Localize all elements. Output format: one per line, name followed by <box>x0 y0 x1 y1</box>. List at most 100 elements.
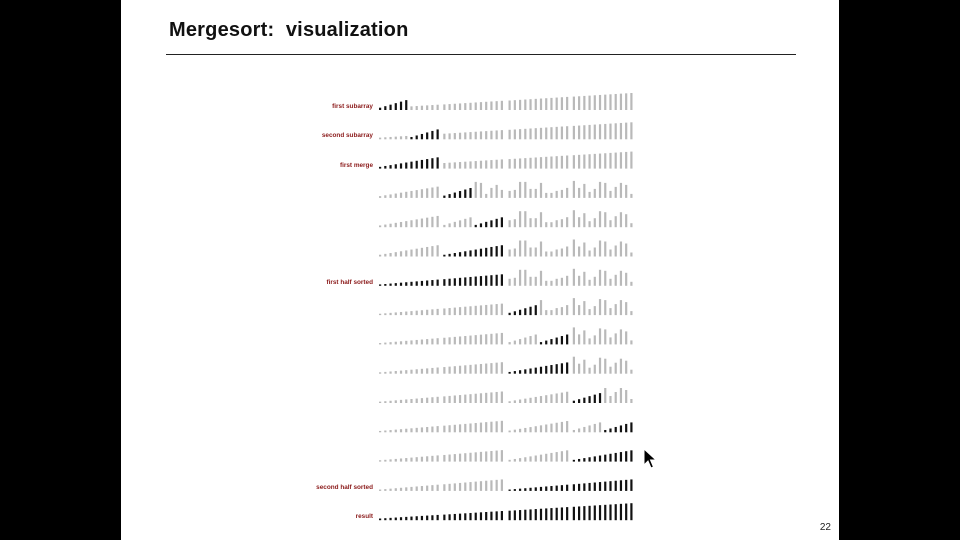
array-bar <box>609 453 612 462</box>
array-bar <box>534 396 537 403</box>
array-bar <box>431 216 434 228</box>
array-bar <box>436 396 439 403</box>
array-bar <box>630 340 633 345</box>
array-bar <box>485 392 488 403</box>
array-bar <box>458 132 462 140</box>
array-bar <box>464 482 467 491</box>
array-bar <box>555 126 558 140</box>
array-bar <box>436 104 439 110</box>
array-bar <box>614 93 617 110</box>
array-bar <box>560 336 564 345</box>
array-bar <box>405 191 408 198</box>
array-bar <box>500 420 503 433</box>
array-bar <box>545 310 548 316</box>
array-bar <box>469 452 472 462</box>
array-bar <box>379 430 382 433</box>
array-bar <box>588 396 591 403</box>
array-bar <box>436 245 439 257</box>
array-bar <box>566 305 569 316</box>
array-bar <box>410 457 413 462</box>
array-bar <box>448 162 451 169</box>
array-bar <box>625 360 628 374</box>
array-bar <box>495 218 498 228</box>
array-bar <box>431 280 434 286</box>
array-bar <box>431 455 434 462</box>
array-bar <box>588 250 591 257</box>
array-bar <box>566 391 569 403</box>
array-bar <box>545 486 548 491</box>
array-bar <box>389 223 392 228</box>
array-bar <box>485 451 488 462</box>
array-bar <box>379 254 382 257</box>
array-bar <box>560 363 564 374</box>
page-number: 22 <box>819 522 831 533</box>
array-bar <box>529 487 532 491</box>
row-label: second subarray <box>321 132 373 140</box>
array-bar <box>619 152 623 169</box>
array-bar <box>474 452 477 462</box>
array-bar <box>485 160 488 169</box>
array-bar <box>578 483 581 491</box>
array-bar <box>583 271 586 286</box>
array-bar <box>508 312 511 316</box>
array-bar <box>453 103 456 110</box>
array-bar <box>410 399 413 403</box>
array-bar <box>529 306 532 316</box>
array-bar <box>500 362 503 374</box>
array-bar <box>469 102 472 111</box>
array-bar <box>545 340 548 345</box>
array-bar <box>474 423 477 433</box>
array-bar <box>604 454 607 462</box>
array-bar <box>490 220 493 228</box>
array-bar <box>495 511 498 521</box>
array-bar <box>410 161 413 169</box>
array-bar <box>560 277 564 286</box>
array-bar <box>431 426 434 433</box>
array-bar <box>513 248 516 257</box>
array-bar <box>539 157 543 169</box>
array-bar <box>394 222 397 228</box>
array-bar <box>614 504 617 521</box>
array-bar <box>420 189 424 198</box>
array-bar <box>534 455 537 462</box>
array-bar <box>474 181 477 198</box>
array-bar <box>566 334 569 345</box>
array-bar <box>572 327 575 345</box>
array-bar <box>588 425 591 433</box>
array-bar <box>426 217 429 228</box>
array-bar <box>394 136 397 140</box>
array-bar <box>598 153 602 169</box>
array-bar <box>578 363 581 374</box>
array-bar <box>485 275 488 286</box>
array-bar <box>479 363 483 374</box>
array-bar <box>566 155 569 169</box>
array-bar <box>410 340 413 345</box>
array-bar <box>485 101 488 110</box>
array-bar <box>443 484 446 491</box>
array-bar <box>443 195 446 198</box>
array-bar <box>598 393 602 403</box>
array-bar <box>453 336 456 345</box>
array-bar <box>405 340 408 345</box>
array-bar <box>469 306 472 316</box>
array-bar <box>474 305 477 316</box>
array-bar <box>583 213 586 228</box>
array-bar <box>379 518 382 521</box>
array-bar <box>453 483 456 491</box>
array-bar <box>578 458 581 462</box>
array-bar <box>518 240 522 257</box>
array-bar <box>495 391 498 403</box>
array-bar <box>485 193 488 198</box>
array-bar <box>555 337 558 345</box>
array-bar <box>490 333 493 345</box>
array-bar <box>598 299 602 316</box>
array-bar <box>394 517 397 521</box>
array-bar <box>630 223 633 228</box>
array-bar <box>619 241 623 257</box>
array-bar <box>415 135 418 140</box>
array-bar <box>399 399 403 403</box>
title-divider <box>166 54 796 55</box>
array-bar <box>545 127 548 140</box>
array-bar <box>394 458 397 462</box>
array-bar <box>410 136 413 140</box>
